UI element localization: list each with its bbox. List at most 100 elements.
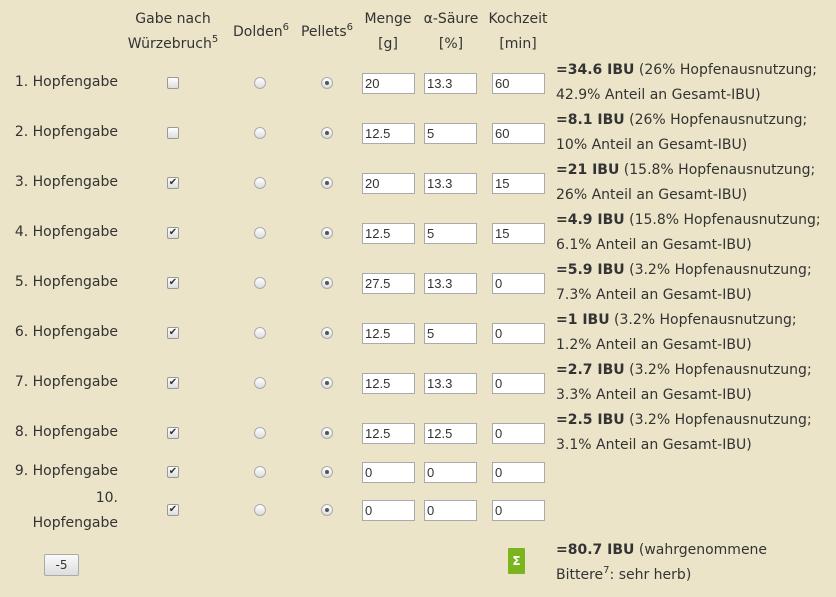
ibu-value: =1 IBU [556, 312, 610, 328]
pellets-radio[interactable] [321, 227, 333, 239]
result-detail: (3.2% Hopfenausnutzung; [624, 262, 812, 278]
header-text: [%] [438, 36, 464, 52]
result-detail: (3.2% Hopfenausnutzung; [624, 412, 812, 428]
alpha-input[interactable]: 5 [424, 123, 477, 144]
wuerzebruch-checkbox[interactable]: ✔ [167, 277, 179, 289]
dolden-radio[interactable] [254, 327, 266, 339]
alpha-input[interactable]: 12.5 [424, 423, 477, 444]
kochzeit-input[interactable]: 0 [492, 373, 545, 394]
kochzeit-input[interactable]: 60 [492, 123, 545, 144]
header-dolden: Dolden6 [226, 20, 296, 45]
wuerzebruch-checkbox[interactable]: ✔ [167, 377, 179, 389]
result-detail: 6.1% Anteil an Gesamt-IBU) [556, 237, 752, 253]
footnote-ref[interactable]: 6 [346, 22, 354, 33]
wuerzebruch-checkbox[interactable]: ✔ [167, 177, 179, 189]
wuerzebruch-checkbox[interactable] [167, 127, 179, 139]
pellets-radio[interactable] [321, 504, 333, 516]
kochzeit-input[interactable]: 0 [492, 500, 545, 521]
pellets-radio[interactable] [321, 177, 333, 189]
menge-input[interactable]: 12.5 [362, 423, 415, 444]
result-detail: 3.1% Anteil an Gesamt-IBU) [556, 437, 752, 453]
row-label: 1. Hopfengabe [14, 74, 118, 90]
pellets-radio[interactable] [321, 277, 333, 289]
ibu-value: =5.9 IBU [556, 262, 625, 278]
pellets-radio[interactable] [321, 466, 333, 478]
header-menge: Menge [g] [358, 7, 418, 57]
dolden-radio[interactable] [254, 377, 266, 389]
wuerzebruch-checkbox[interactable]: ✔ [167, 504, 179, 516]
menge-input[interactable]: 12.5 [362, 223, 415, 244]
result-detail: (15.8% Hopfenausnutzung; [624, 212, 821, 228]
ibu-value: =2.5 IBU [556, 412, 625, 428]
dolden-radio[interactable] [254, 504, 266, 516]
row-result: =34.6 IBU (26% Hopfenausnutzung; 42.9% An… [556, 58, 836, 108]
dolden-radio[interactable] [254, 277, 266, 289]
menge-input[interactable]: 12.5 [362, 123, 415, 144]
dolden-radio[interactable] [254, 77, 266, 89]
alpha-input[interactable]: 13.3 [424, 173, 477, 194]
header-pellets: Pellets6 [294, 20, 360, 45]
pellets-radio[interactable] [321, 77, 333, 89]
result-detail: (15.8% Hopfenausnutzung; [619, 162, 816, 178]
menge-input[interactable]: 12.5 [362, 323, 415, 344]
kochzeit-input[interactable]: 15 [492, 173, 545, 194]
footnote-ref[interactable]: 6 [282, 22, 289, 33]
header-text: α-Säure [423, 11, 479, 27]
wuerzebruch-checkbox[interactable]: ✔ [167, 466, 179, 478]
wuerzebruch-checkbox[interactable]: ✔ [167, 327, 179, 339]
row-label: 6. Hopfengabe [14, 324, 118, 340]
dolden-radio[interactable] [254, 127, 266, 139]
kochzeit-input[interactable]: 0 [492, 423, 545, 444]
pellets-radio[interactable] [321, 377, 333, 389]
row-label: 9. Hopfengabe [14, 463, 118, 479]
footnote-ref[interactable]: 5 [211, 34, 219, 45]
remove-rows-button[interactable]: -5 [44, 554, 79, 576]
menge-input[interactable]: 0 [362, 500, 415, 521]
row-result: =5.9 IBU (3.2% Hopfenausnutzung; 7.3% Ant… [556, 258, 836, 308]
row-label: 8. Hopfengabe [14, 424, 118, 440]
alpha-input[interactable]: 13.3 [424, 373, 477, 394]
dolden-radio[interactable] [254, 227, 266, 239]
alpha-input[interactable]: 5 [424, 223, 477, 244]
result-detail: 3.3% Anteil an Gesamt-IBU) [556, 387, 752, 403]
pellets-radio[interactable] [321, 427, 333, 439]
menge-input[interactable]: 20 [362, 73, 415, 94]
kochzeit-input[interactable]: 60 [492, 73, 545, 94]
result-detail: (26% Hopfenausnutzung; [634, 62, 817, 78]
result-detail: 1.2% Anteil an Gesamt-IBU) [556, 337, 752, 353]
header-kochzeit: Kochzeit [min] [484, 7, 552, 57]
pellets-radio[interactable] [321, 127, 333, 139]
row-label: 4. Hopfengabe [14, 224, 118, 240]
menge-input[interactable]: 0 [362, 462, 415, 483]
dolden-radio[interactable] [254, 427, 266, 439]
ibu-value: =2.7 IBU [556, 362, 625, 378]
dolden-radio[interactable] [254, 466, 266, 478]
menge-input[interactable]: 20 [362, 173, 415, 194]
alpha-input[interactable]: 13.3 [424, 273, 477, 294]
header-text: Gabe nach [135, 11, 211, 27]
kochzeit-input[interactable]: 0 [492, 273, 545, 294]
row-label: 2. Hopfengabe [14, 124, 118, 140]
menge-input[interactable]: 12.5 [362, 373, 415, 394]
dolden-radio[interactable] [254, 177, 266, 189]
footnote-ref[interactable]: 7 [603, 565, 610, 576]
alpha-input[interactable]: 0 [424, 462, 477, 483]
wuerzebruch-checkbox[interactable] [167, 77, 179, 89]
kochzeit-input[interactable]: 15 [492, 223, 545, 244]
kochzeit-input[interactable]: 0 [492, 323, 545, 344]
row-result: =8.1 IBU (26% Hopfenausnutzung; 10% Antei… [556, 108, 836, 158]
menge-input[interactable]: 27.5 [362, 273, 415, 294]
total-ibu: =80.7 IBU (wahrgenommene Bittere7: sehr … [556, 538, 836, 588]
kochzeit-input[interactable]: 0 [492, 462, 545, 483]
pellets-radio[interactable] [321, 327, 333, 339]
total-text: : sehr herb) [609, 567, 692, 583]
row-result: =1 IBU (3.2% Hopfenausnutzung; 1.2% Antei… [556, 308, 836, 358]
alpha-input[interactable]: 0 [424, 500, 477, 521]
alpha-input[interactable]: 5 [424, 323, 477, 344]
row-label: 5. Hopfengabe [14, 274, 118, 290]
wuerzebruch-checkbox[interactable]: ✔ [167, 227, 179, 239]
wuerzebruch-checkbox[interactable]: ✔ [167, 427, 179, 439]
total-ibu-value: =80.7 IBU [556, 542, 635, 558]
row-label: 3. Hopfengabe [14, 174, 118, 190]
alpha-input[interactable]: 13.3 [424, 73, 477, 94]
